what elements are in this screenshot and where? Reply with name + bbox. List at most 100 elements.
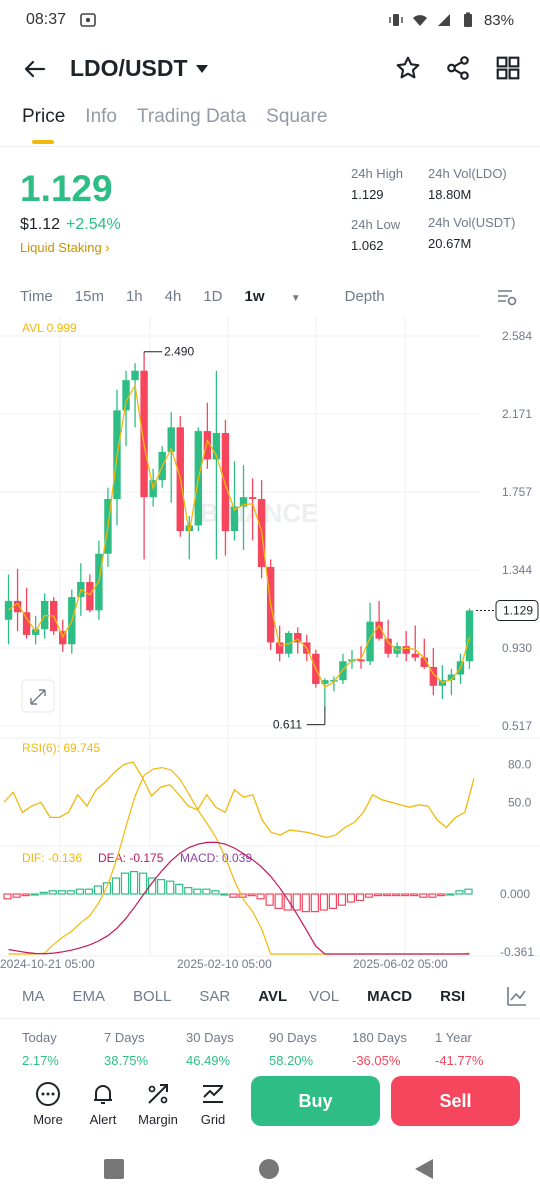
macd-histogram-bar (211, 890, 220, 895)
macd-histogram-bar (392, 893, 401, 897)
more-button[interactable]: More (23, 1080, 73, 1127)
perf-value: 38.75% (104, 1053, 149, 1068)
macd-histogram-bar (193, 888, 202, 895)
sell-button[interactable]: Sell (391, 1076, 520, 1126)
tf-15m[interactable]: 15m (74, 288, 104, 305)
indicator-bar: MA EMA BOLL SAR AVL VOL MACD RSI (22, 988, 532, 1005)
perf-label: 30 Days (186, 1030, 234, 1045)
tab-square[interactable]: Square (266, 106, 328, 127)
avl-label: AVL 0.999 (22, 321, 77, 335)
divider (0, 146, 540, 147)
candle-body (275, 642, 284, 654)
macd-histogram-bar (274, 893, 283, 909)
macd-dif-label: DIF: -0.136 (22, 851, 82, 865)
ind-avl[interactable]: AVL (258, 988, 288, 1005)
home-icon[interactable] (258, 1158, 280, 1180)
candle-body (140, 370, 148, 498)
stat-24h-vol-usdt: 24h Vol(USDT) 20.67M (428, 215, 515, 251)
candle-body (384, 638, 392, 654)
macd-histogram-bar (446, 893, 455, 896)
perf-90d: 90 Days 58.20% (269, 1030, 317, 1068)
category-label: Liquid Staking (20, 240, 102, 255)
perf-value: 2.17% (22, 1053, 59, 1068)
usd-price-line: $1.12 +2.54% (20, 216, 121, 234)
macd-histogram-bar (373, 893, 383, 897)
signal-icon (437, 14, 450, 26)
back-arrow-icon[interactable] (20, 54, 50, 84)
macd-histogram-bar (428, 893, 437, 898)
indicator-settings-icon[interactable] (506, 985, 528, 1012)
stat-label: 24h Low (351, 217, 401, 232)
perf-label: 7 Days (104, 1030, 145, 1045)
category-tag[interactable]: Liquid Staking › (20, 240, 110, 255)
page-tabs: Price Info Trading Data Square (22, 106, 328, 144)
recent-apps-icon[interactable] (103, 1158, 125, 1180)
macd-histogram-bar (184, 886, 193, 895)
macd-histogram-bar (66, 890, 75, 895)
header: LDO/USDT (0, 46, 540, 92)
macd-histogram-bar (129, 870, 139, 895)
stat-label: 24h High (351, 166, 404, 181)
ind-macd[interactable]: MACD (367, 988, 413, 1005)
stat-24h-vol-ldo: 24h Vol(LDO) 18.80M (428, 166, 507, 202)
tab-info[interactable]: Info (85, 106, 117, 127)
price-axis-label: 0.517 (502, 719, 532, 733)
macd-axis-label: 0.000 (500, 887, 530, 901)
ind-vol[interactable]: VOL (309, 988, 340, 1005)
tf-depth[interactable]: Depth (344, 288, 385, 305)
grid-button[interactable]: Grid (188, 1080, 238, 1127)
macd-histogram-bar (229, 893, 238, 898)
candle-body (330, 680, 338, 682)
macd-histogram-bar (346, 893, 356, 903)
candle-body (411, 653, 419, 658)
ind-sar[interactable]: SAR (199, 988, 231, 1005)
grid-trading-icon (203, 1085, 223, 1103)
ind-ma[interactable]: MA (22, 988, 45, 1005)
margin-button[interactable]: Margin (133, 1080, 183, 1127)
tab-price[interactable]: Price (22, 106, 66, 144)
ind-rsi[interactable]: RSI (440, 988, 466, 1005)
perf-1y: 1 Year -41.77% (435, 1030, 483, 1068)
stat-label: 24h Vol(USDT) (428, 215, 516, 230)
tf-1w[interactable]: 1w ▼ (245, 288, 323, 305)
stat-value: 18.80M (428, 187, 472, 202)
tf-time[interactable]: Time (20, 288, 53, 305)
candle-body (4, 600, 13, 620)
candle-body (447, 674, 456, 681)
macd-histogram-bar (111, 877, 121, 895)
timeframe-bar: Time 15m 1h 4h 1D 1w ▼ Depth (20, 288, 520, 305)
tf-4h[interactable]: 4h (164, 288, 182, 305)
macd-axis-label: -0.361 (500, 945, 534, 959)
tf-1h[interactable]: 1h (125, 288, 143, 305)
back-nav-icon[interactable] (413, 1158, 435, 1180)
ind-boll[interactable]: BOLL (133, 988, 172, 1005)
buy-button[interactable]: Buy (251, 1076, 380, 1126)
macd-histogram-bar (21, 893, 30, 897)
caret-down-icon (195, 64, 208, 73)
chart-settings-icon[interactable] (496, 286, 518, 313)
candle-body (230, 506, 239, 532)
current-price-label: 1.129 (503, 604, 533, 618)
pair-title: LDO/USDT (70, 55, 188, 81)
price-axis-label: 0.930 (502, 641, 532, 655)
ind-ema[interactable]: EMA (72, 988, 106, 1005)
perf-180d: 180 Days -36.05% (352, 1030, 407, 1068)
tf-1d[interactable]: 1D (203, 288, 223, 305)
candle-body (248, 497, 257, 500)
grid-menu-icon[interactable] (494, 54, 522, 82)
alert-button[interactable]: Alert (78, 1080, 128, 1127)
margin-label: Margin (138, 1112, 178, 1127)
macd-histogram-bar (437, 893, 446, 897)
candle-body (212, 432, 221, 460)
candle-body (22, 612, 31, 635)
grid-label: Grid (200, 1112, 226, 1127)
macd-histogram-bar (202, 888, 211, 895)
candle-body (465, 610, 474, 662)
star-icon[interactable] (394, 54, 422, 82)
share-icon[interactable] (444, 54, 472, 82)
alert-label: Alert (89, 1112, 117, 1127)
pair-selector[interactable]: LDO/USDT (70, 55, 208, 82)
price-axis-label: 2.584 (502, 329, 532, 343)
tab-trading-data[interactable]: Trading Data (137, 106, 247, 127)
